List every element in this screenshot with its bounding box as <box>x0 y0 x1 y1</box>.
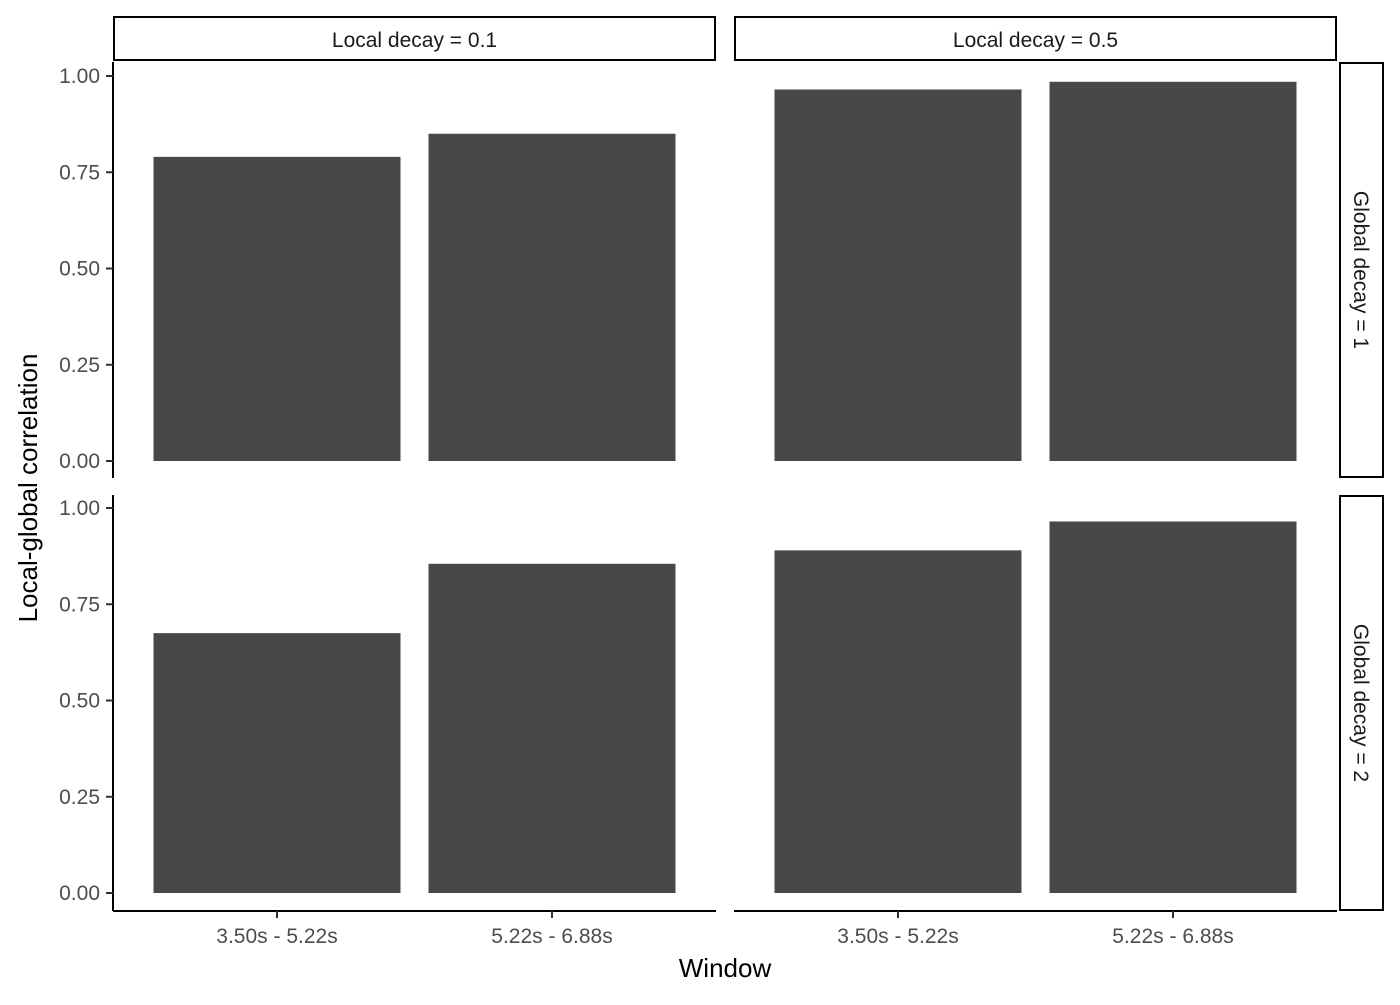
y-tick-label: 0.00 <box>59 450 100 473</box>
bar-r1-c2-2 <box>1049 81 1297 462</box>
col-strip-label-2: Local decay = 0.5 <box>953 29 1118 52</box>
col-strip-label-1: Local decay = 0.1 <box>332 29 497 52</box>
y-axis-title: Local-global correlation <box>13 354 43 623</box>
bar-r2-c2-1 <box>774 550 1022 893</box>
bars-layer <box>153 81 1297 893</box>
x-tick-label: 3.50s - 5.22s <box>837 925 958 948</box>
y-tick-label: 0.25 <box>59 786 100 809</box>
row-strip-label-2: Global decay = 2 <box>1349 624 1372 782</box>
x-axis-title: Window <box>679 953 772 983</box>
bar-r2-c2-2 <box>1049 521 1297 893</box>
row-strip-2 <box>1339 495 1384 911</box>
y-tick-label: 0.50 <box>59 258 100 281</box>
row-strip-1 <box>1339 62 1384 478</box>
y-tick-label: 0.50 <box>59 690 100 713</box>
col-strip-2 <box>734 16 1337 61</box>
axes-layer: 0.00 0.25 0.50 0.75 1.00 0.00 0.25 0.50 0.75 1.00… <box>59 62 1337 948</box>
bar-r2-c1-2 <box>428 563 676 893</box>
bar-r1-c2-1 <box>774 89 1022 461</box>
x-tick-label: 3.50s - 5.22s <box>216 925 337 948</box>
x-tick-label: 5.22s - 6.88s <box>1112 925 1233 948</box>
facet-strips: Local decay = 0.1 Local decay = 0.5 Global… <box>113 16 1384 911</box>
y-tick-label: 1.00 <box>59 65 100 88</box>
y-tick-label: 0.75 <box>59 161 100 184</box>
y-tick-label: 0.00 <box>59 882 100 905</box>
x-tick-label: 5.22s - 6.88s <box>491 925 612 948</box>
bar-r1-c1-1 <box>153 156 401 461</box>
y-tick-label: 1.00 <box>59 497 100 520</box>
row-strip-label-1: Global decay = 1 <box>1349 191 1372 349</box>
y-tick-label: 0.75 <box>59 593 100 616</box>
col-strip-1 <box>113 16 716 61</box>
bar-r1-c1-2 <box>428 133 676 461</box>
y-tick-label: 0.25 <box>59 354 100 377</box>
bar-r2-c1-1 <box>153 633 401 893</box>
